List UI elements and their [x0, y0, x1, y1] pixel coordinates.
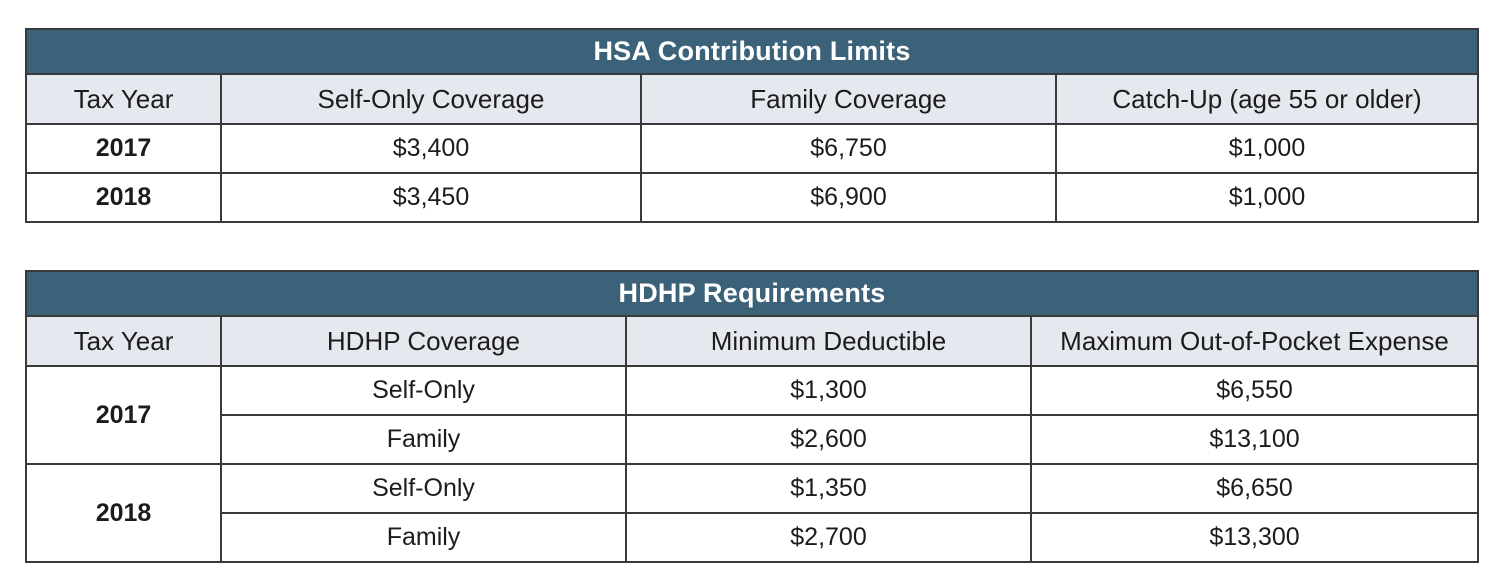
hdhp-coverage-value: Family	[220, 414, 627, 465]
hdhp-year-cell: 2018	[25, 463, 222, 563]
hdhp-max-oop-value: $6,550	[1029, 365, 1480, 416]
hdhp-min-deductible-value: $1,300	[625, 365, 1032, 416]
hdhp-column-header-minimum-deductible: Minimum Deductible	[625, 315, 1032, 367]
hdhp-coverage-value: Self-Only	[220, 365, 627, 416]
hsa-column-header-tax-year: Tax Year	[25, 73, 222, 125]
hsa-column-header-catch-up: Catch-Up (age 55 or older)	[1054, 73, 1480, 125]
hdhp-table-title: HDHP Requirements	[24, 270, 1480, 317]
hdhp-max-oop-value: $6,650	[1029, 463, 1480, 514]
table-row: Family $2,700 $13,300	[26, 512, 1480, 563]
hsa-table-title: HSA Contribution Limits	[24, 28, 1480, 75]
hsa-title-row: HSA Contribution Limits	[24, 28, 1480, 75]
hsa-contribution-limits-table: HSA Contribution Limits Tax Year Self-On…	[24, 28, 1480, 223]
hsa-family-value: $6,750	[640, 123, 1057, 174]
hdhp-min-deductible-value: $1,350	[625, 463, 1032, 514]
hsa-self-only-value: $3,450	[220, 172, 642, 223]
hsa-column-header-self-only-coverage: Self-Only Coverage	[220, 73, 642, 125]
hdhp-max-oop-value: $13,300	[1029, 512, 1480, 563]
hdhp-requirements-table: HDHP Requirements Tax Year HDHP Coverage…	[24, 270, 1480, 563]
hdhp-header-row: Tax Year HDHP Coverage Minimum Deductibl…	[25, 315, 1480, 367]
hsa-family-value: $6,900	[640, 172, 1057, 223]
hsa-column-header-family-coverage: Family Coverage	[640, 73, 1057, 125]
hdhp-year-cell: 2017	[25, 365, 222, 465]
table-row: 2017 Self-Only $1,300 $6,550	[25, 365, 1480, 465]
hsa-catch-up-value: $1,000	[1054, 123, 1480, 174]
hsa-self-only-value: $3,400	[220, 123, 642, 174]
hdhp-min-deductible-value: $2,700	[625, 512, 1032, 563]
table-row: 2018 $3,450 $6,900 $1,000	[25, 172, 1480, 223]
table-row: 2018 Self-Only $1,350 $6,650	[25, 463, 1480, 563]
table-gap	[25, 223, 1477, 270]
hdhp-min-deductible-value: $2,600	[625, 414, 1032, 465]
hdhp-column-header-tax-year: Tax Year	[25, 315, 222, 367]
hdhp-column-header-max-out-of-pocket: Maximum Out-of-Pocket Expense	[1029, 315, 1480, 367]
hdhp-column-header-coverage: HDHP Coverage	[220, 315, 627, 367]
hsa-year-cell: 2017	[25, 123, 222, 174]
table-row: 2017 $3,400 $6,750 $1,000	[25, 123, 1480, 174]
hsa-header-row: Tax Year Self-Only Coverage Family Cover…	[25, 73, 1480, 125]
hsa-catch-up-value: $1,000	[1054, 172, 1480, 223]
hsa-year-cell: 2018	[25, 172, 222, 223]
hdhp-title-row: HDHP Requirements	[24, 270, 1480, 317]
table-row: Family $2,600 $13,100	[26, 414, 1480, 465]
hdhp-coverage-value: Family	[220, 512, 627, 563]
hdhp-max-oop-value: $13,100	[1029, 414, 1480, 465]
hdhp-coverage-value: Self-Only	[220, 463, 627, 514]
